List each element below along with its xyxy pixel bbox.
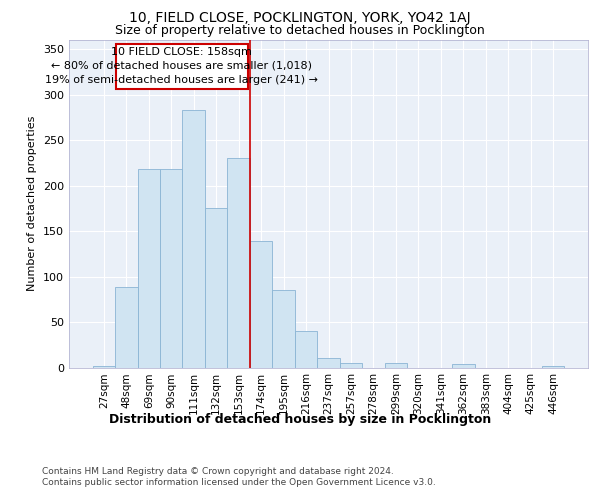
Bar: [272, 290, 295, 368]
Text: ← 80% of detached houses are smaller (1,018): ← 80% of detached houses are smaller (1,…: [51, 61, 312, 71]
Bar: [317, 358, 340, 368]
Text: 10 FIELD CLOSE: 158sqm: 10 FIELD CLOSE: 158sqm: [111, 48, 252, 58]
Text: Distribution of detached houses by size in Pocklington: Distribution of detached houses by size …: [109, 412, 491, 426]
Text: 19% of semi-detached houses are larger (241) →: 19% of semi-detached houses are larger (…: [45, 74, 318, 85]
Bar: [340, 363, 362, 368]
FancyBboxPatch shape: [116, 44, 248, 89]
Bar: [160, 169, 182, 368]
Bar: [542, 366, 565, 368]
Bar: [137, 169, 160, 368]
Bar: [385, 363, 407, 368]
Y-axis label: Number of detached properties: Number of detached properties: [28, 116, 37, 292]
Bar: [92, 366, 115, 368]
Bar: [452, 364, 475, 368]
Bar: [205, 208, 227, 368]
Bar: [250, 241, 272, 368]
Bar: [227, 158, 250, 368]
Text: Size of property relative to detached houses in Pocklington: Size of property relative to detached ho…: [115, 24, 485, 37]
Text: 10, FIELD CLOSE, POCKLINGTON, YORK, YO42 1AJ: 10, FIELD CLOSE, POCKLINGTON, YORK, YO42…: [129, 11, 471, 25]
Bar: [182, 110, 205, 368]
Text: Contains HM Land Registry data © Crown copyright and database right 2024.
Contai: Contains HM Land Registry data © Crown c…: [42, 468, 436, 487]
Bar: [115, 288, 137, 368]
Bar: [295, 331, 317, 368]
